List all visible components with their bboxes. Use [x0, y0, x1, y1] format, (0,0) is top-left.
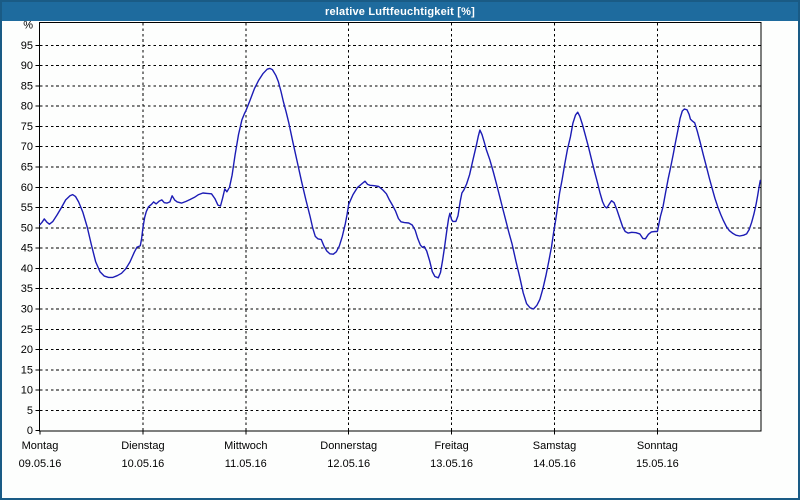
- day-name-label: Freitag: [434, 440, 468, 452]
- day-name-label: Donnerstag: [320, 440, 377, 452]
- y-tick-label: 95: [21, 40, 33, 52]
- window-title: relative Luftfeuchtigkeit [%]: [324, 5, 476, 18]
- x-axis-labels: Montag 09.05.16 Dienstag 10.05.16 Mittwoch 11…: [19, 440, 679, 470]
- y-tick-label: 50: [21, 222, 33, 234]
- y-axis-labels: 0 5 10 15 20 25 30 35 40 45 50 55 60 65 70 75 80 85 90 95%: [21, 20, 33, 438]
- day-date-label: 09.05.16: [19, 458, 62, 470]
- y-tick-label: 20: [21, 344, 33, 356]
- title-bar[interactable]: relative Luftfeuchtigkeit [%]: [2, 2, 798, 21]
- day-name-label: Montag: [22, 440, 59, 452]
- y-tick-label: 85: [21, 80, 33, 92]
- y-tick-label: 25: [21, 324, 33, 336]
- y-tick-label: 70: [21, 141, 33, 153]
- y-tick-label: 45: [21, 243, 33, 255]
- day-name-label: Samstag: [533, 440, 576, 452]
- day-name-label: Dienstag: [121, 440, 164, 452]
- y-tick-label: 5: [27, 405, 33, 417]
- y-gridlines: [40, 44, 761, 411]
- humidity-line: [39, 67, 761, 310]
- day-name-label: Sonntag: [637, 440, 678, 452]
- y-tick-label: 10: [21, 385, 33, 397]
- plot-border: [39, 22, 762, 432]
- y-tick-label: 40: [21, 263, 33, 275]
- y-tick-label: 80: [21, 101, 33, 113]
- day-date-label: 11.05.16: [225, 458, 267, 470]
- y-tick-label: 55: [21, 202, 33, 214]
- day-date-label: 12.05.16: [327, 458, 370, 470]
- axis-ticks: [35, 44, 658, 435]
- y-tick-label: 65: [21, 162, 33, 174]
- y-tick-label: 90: [21, 60, 33, 72]
- y-tick-label: 60: [21, 182, 33, 194]
- y-tick-label: 0: [27, 425, 33, 437]
- y-tick-label: 75: [21, 121, 33, 133]
- humidity-chart: 0 5 10 15 20 25 30 35 40 45 50 55 60 65 70 75 80 85 90 95% M…: [19, 20, 762, 470]
- day-date-label: 10.05.16: [121, 458, 164, 470]
- day-date-label: 13.05.16: [430, 458, 473, 470]
- y-tick-label: 15: [21, 364, 33, 376]
- day-name-label: Mittwoch: [224, 440, 267, 452]
- day-date-label: 15.05.16: [636, 458, 679, 470]
- y-axis-unit-label: %: [23, 20, 33, 32]
- y-tick-label: 35: [21, 283, 33, 295]
- day-date-label: 14.05.16: [533, 458, 576, 470]
- y-tick-label: 30: [21, 303, 33, 315]
